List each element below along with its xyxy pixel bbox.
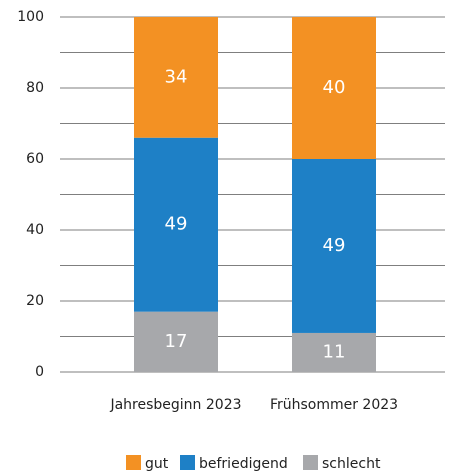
x-tick-label: Frühsommer 2023 bbox=[270, 397, 398, 413]
legend-label: schlecht bbox=[322, 456, 381, 472]
bar-segment bbox=[292, 159, 376, 333]
x-tick-label: Jahresbeginn 2023 bbox=[109, 397, 241, 413]
data-label: 11 bbox=[323, 341, 346, 362]
legend-label: gut bbox=[145, 456, 169, 472]
legend-swatch bbox=[303, 455, 318, 470]
data-label: 17 bbox=[165, 331, 188, 352]
y-tick-label: 40 bbox=[26, 222, 44, 238]
bar-segment bbox=[292, 17, 376, 159]
bar-segment bbox=[292, 332, 376, 372]
bar-segment bbox=[134, 137, 218, 312]
y-tick-label: 60 bbox=[26, 151, 44, 167]
y-tick-label: 100 bbox=[17, 9, 44, 25]
y-tick-label: 20 bbox=[26, 293, 44, 309]
y-tick-label: 0 bbox=[35, 364, 44, 380]
data-label: 34 bbox=[165, 66, 188, 87]
y-tick-label: 80 bbox=[26, 80, 44, 96]
legend-swatch bbox=[126, 455, 141, 470]
legend-swatch bbox=[180, 455, 195, 470]
data-label: 40 bbox=[323, 77, 346, 98]
data-label: 49 bbox=[323, 235, 346, 256]
legend-label: befriedigend bbox=[199, 456, 288, 472]
bar-segment bbox=[134, 17, 218, 138]
bar-segment bbox=[134, 311, 218, 372]
data-label: 49 bbox=[165, 214, 188, 235]
